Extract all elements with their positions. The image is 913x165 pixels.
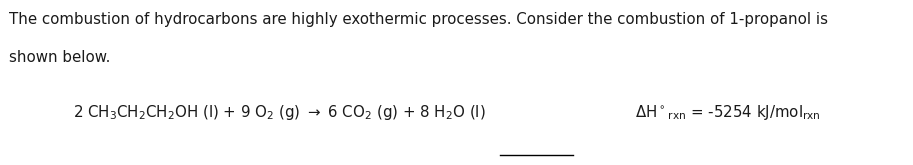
Text: The combustion of hydrocarbons are highly exothermic processes. Consider the com: The combustion of hydrocarbons are highl… (9, 12, 828, 27)
Text: $\Delta$H$^\circ$$_{\mathrm{rxn}}$ = -5254 kJ/mol$_{\mathrm{rxn}}$: $\Delta$H$^\circ$$_{\mathrm{rxn}}$ = -52… (635, 103, 820, 122)
Text: 2 CH$_3$CH$_2$CH$_2$OH (l) + 9 O$_2$ (g) $\rightarrow$ 6 CO$_2$ (g) + 8 H$_2$O (: 2 CH$_3$CH$_2$CH$_2$OH (l) + 9 O$_2$ (g)… (73, 103, 486, 122)
Text: shown below.: shown below. (9, 50, 110, 65)
